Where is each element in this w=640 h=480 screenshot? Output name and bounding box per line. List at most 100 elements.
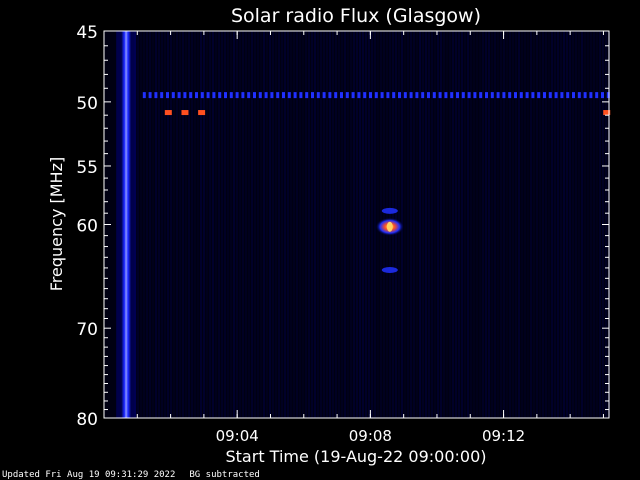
background-streak bbox=[293, 31, 295, 418]
interference-tick bbox=[479, 92, 483, 99]
background-streak bbox=[599, 31, 601, 418]
updated-timestamp: Updated Fri Aug 19 09:31:29 2022 bbox=[2, 470, 176, 480]
interference-tick bbox=[224, 92, 227, 99]
background-streak bbox=[587, 31, 589, 418]
background-streak bbox=[212, 31, 214, 418]
interference-tick bbox=[514, 92, 517, 99]
background-streak bbox=[344, 31, 346, 418]
interference-tick bbox=[316, 92, 320, 99]
interference-tick bbox=[508, 92, 512, 99]
background-streak bbox=[482, 31, 484, 418]
interference-tick bbox=[566, 92, 570, 99]
burst bbox=[381, 267, 398, 274]
background-streak bbox=[527, 31, 529, 418]
interference-tick bbox=[206, 92, 210, 99]
background-streak bbox=[476, 31, 478, 418]
background-streak bbox=[512, 31, 514, 418]
background-streak bbox=[554, 31, 556, 418]
interference-tick bbox=[148, 92, 152, 99]
background-streak bbox=[413, 31, 415, 418]
broadband-core bbox=[125, 31, 128, 418]
background-streak bbox=[581, 31, 583, 418]
background-streak bbox=[209, 31, 211, 418]
background-streak bbox=[419, 31, 421, 418]
background-streak bbox=[239, 31, 241, 418]
background-streak bbox=[437, 31, 439, 418]
background-streak bbox=[341, 31, 343, 418]
background-streak bbox=[356, 31, 358, 418]
background-streak bbox=[326, 31, 328, 418]
y-tick-label: 80 bbox=[76, 410, 98, 430]
interference-tick bbox=[589, 92, 593, 99]
background-streak bbox=[281, 31, 283, 418]
interference-tick bbox=[322, 92, 326, 99]
background-streak bbox=[542, 31, 544, 418]
interference-tick bbox=[369, 92, 372, 99]
interference-tick bbox=[403, 92, 407, 99]
background-streak bbox=[494, 31, 496, 418]
background-streak bbox=[518, 31, 520, 418]
interference-tick bbox=[380, 92, 384, 99]
interference-tick bbox=[154, 92, 158, 99]
interference-tick bbox=[253, 92, 256, 99]
y-tick-label: 70 bbox=[76, 320, 98, 340]
background-streak bbox=[329, 31, 331, 418]
background-streak bbox=[566, 31, 568, 418]
background-streak bbox=[191, 31, 193, 418]
background-streak bbox=[407, 31, 409, 418]
interference-tick bbox=[543, 92, 546, 99]
heatmap-layer bbox=[116, 31, 611, 418]
background-streak bbox=[467, 31, 469, 418]
background-streak bbox=[443, 31, 445, 418]
background-streak bbox=[254, 31, 256, 418]
chart-title: Solar radio Flux (Glasgow) bbox=[231, 5, 481, 27]
background-streak bbox=[197, 31, 199, 418]
background-streak bbox=[536, 31, 538, 418]
x-tick-label: 09:04 bbox=[216, 427, 259, 445]
background-streak bbox=[269, 31, 271, 418]
background-streak bbox=[461, 31, 463, 418]
background-streak bbox=[221, 31, 223, 418]
background-streak bbox=[551, 31, 553, 418]
background-streak bbox=[446, 31, 448, 418]
background-streak bbox=[203, 31, 205, 418]
background-streak bbox=[227, 31, 229, 418]
background-streak bbox=[455, 31, 457, 418]
background-streak bbox=[545, 31, 547, 418]
background-streak bbox=[371, 31, 373, 418]
background-note: BG subtracted bbox=[189, 470, 260, 480]
background-streak bbox=[224, 31, 226, 418]
interference-tick bbox=[328, 92, 332, 99]
status-footer: Updated Fri Aug 19 09:31:29 2022 BG subtr… bbox=[2, 470, 274, 480]
background-streak bbox=[524, 31, 526, 418]
background-streak bbox=[257, 31, 259, 418]
background-streak bbox=[296, 31, 298, 418]
background-streak bbox=[182, 31, 184, 418]
background-streak bbox=[185, 31, 187, 418]
interference-tick bbox=[438, 92, 442, 99]
interference-tick bbox=[293, 92, 297, 99]
background-streak bbox=[200, 31, 202, 418]
background-streak bbox=[500, 31, 502, 418]
interference-tick bbox=[519, 92, 523, 99]
interference-dot bbox=[181, 110, 189, 116]
background-streak bbox=[260, 31, 262, 418]
background-streak bbox=[425, 31, 427, 418]
background-streak bbox=[167, 31, 169, 418]
background-streak bbox=[251, 31, 253, 418]
background-streak bbox=[272, 31, 274, 418]
background-streak bbox=[164, 31, 166, 418]
interference-tick bbox=[456, 92, 459, 99]
background-streak bbox=[428, 31, 430, 418]
background-streak bbox=[365, 31, 367, 418]
interference-tick bbox=[606, 92, 610, 99]
background-streak bbox=[158, 31, 160, 418]
background-streak bbox=[206, 31, 208, 418]
background-streak bbox=[353, 31, 355, 418]
background-streak bbox=[530, 31, 532, 418]
background-streak bbox=[140, 31, 142, 418]
interference-tick bbox=[496, 92, 500, 99]
interference-tick bbox=[432, 92, 436, 99]
y-axis: 45 50 55 60 70 80 bbox=[76, 23, 609, 430]
interference-tick bbox=[409, 92, 413, 99]
